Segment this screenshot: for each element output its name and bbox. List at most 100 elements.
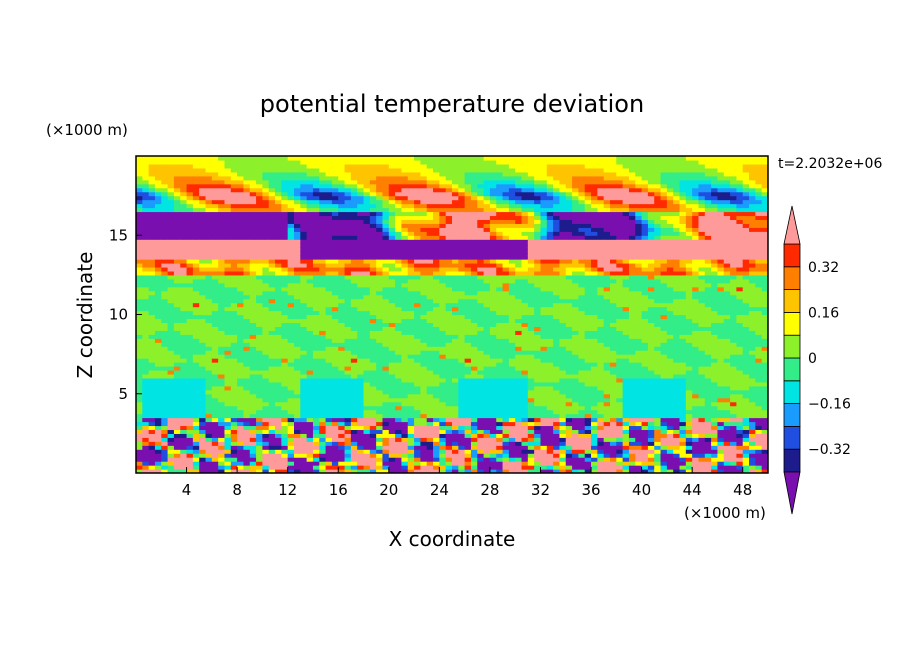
contour-cell	[508, 203, 516, 209]
contour-cell	[167, 270, 175, 276]
contour-cell	[464, 223, 472, 228]
contour-cell	[211, 302, 219, 308]
contour-cell	[249, 429, 257, 434]
contour-cell	[199, 429, 207, 434]
contour-cell	[294, 243, 301, 248]
contour-cell	[477, 199, 485, 205]
contour-cell	[496, 199, 504, 205]
contour-cell	[262, 219, 270, 224]
contour-cell	[496, 409, 504, 415]
contour-cell	[294, 306, 301, 312]
contour-cell	[148, 421, 156, 427]
contour-cell	[382, 322, 390, 327]
contour-cell	[312, 239, 320, 244]
contour-cell	[382, 334, 390, 339]
contour-cell	[262, 433, 270, 438]
contour-cell	[344, 215, 352, 220]
contour-cell	[357, 401, 365, 407]
contour-cell	[136, 433, 143, 438]
contour-cell	[148, 314, 156, 320]
contour-cell	[154, 397, 162, 403]
contour-cell	[325, 453, 333, 458]
contour-cell	[199, 449, 207, 454]
contour-cell	[439, 266, 447, 272]
contour-cell	[136, 247, 143, 252]
contour-cell	[192, 156, 200, 161]
contour-cell	[458, 290, 466, 296]
contour-cell	[502, 191, 510, 197]
contour-cell	[426, 433, 434, 438]
contour-cell	[148, 243, 156, 248]
contour-cell	[433, 171, 440, 177]
contour-cell	[344, 334, 352, 339]
contour-cell	[464, 358, 472, 363]
contour-cell	[388, 433, 396, 438]
contour-cell	[224, 227, 232, 232]
contour-cell	[357, 247, 365, 252]
contour-cell	[414, 266, 421, 272]
contour-cell	[325, 425, 333, 431]
contour-cell	[275, 270, 282, 276]
contour-cell	[136, 183, 143, 189]
contour-cell	[420, 338, 428, 343]
contour-cell	[350, 251, 358, 256]
contour-cell	[433, 366, 440, 371]
contour-cell	[433, 262, 440, 268]
contour-cell	[136, 469, 143, 473]
contour-cell	[281, 330, 289, 335]
contour-cell	[521, 239, 529, 244]
contour-cell	[230, 385, 238, 391]
contour-cell	[496, 369, 504, 375]
contour-cell	[433, 417, 440, 423]
contour-cell	[148, 187, 156, 193]
contour-cell	[439, 373, 447, 379]
contour-cell	[388, 350, 396, 355]
contour-cell	[489, 338, 497, 343]
contour-cell	[414, 259, 421, 264]
contour-cell	[281, 219, 289, 224]
contour-cell	[237, 350, 245, 355]
contour-cell	[445, 310, 453, 316]
contour-cell	[496, 449, 504, 454]
contour-cell	[148, 417, 156, 423]
contour-cell	[281, 377, 289, 383]
contour-cell	[363, 270, 371, 276]
contour-cell	[521, 219, 529, 224]
contour-cell	[458, 346, 466, 351]
contour-cell	[256, 270, 263, 276]
contour-cell	[388, 330, 396, 335]
contour-cell	[388, 441, 396, 446]
contour-cell	[464, 286, 472, 292]
contour-cell	[237, 175, 245, 181]
contour-cell	[496, 175, 504, 181]
contour-cell	[148, 461, 156, 466]
contour-cell	[306, 262, 314, 268]
contour-cell	[338, 195, 346, 201]
contour-cell	[142, 338, 150, 343]
contour-cell	[357, 262, 365, 268]
contour-cell	[515, 433, 523, 438]
contour-cell	[414, 326, 421, 331]
contour-cell	[148, 211, 156, 217]
contour-cell	[344, 385, 352, 391]
contour-cell	[319, 449, 327, 454]
contour-cell	[331, 326, 339, 331]
contour-cell	[489, 167, 497, 173]
contour-cell	[407, 457, 415, 462]
contour-cell	[243, 191, 251, 197]
contour-cell	[281, 156, 289, 161]
contour-cell	[407, 239, 415, 244]
contour-cell	[325, 358, 333, 363]
contour-cell	[331, 278, 339, 284]
contour-cell	[287, 314, 295, 320]
contour-cell	[382, 373, 390, 379]
contour-cell	[458, 302, 466, 308]
contour-cell	[445, 183, 453, 189]
contour-cell	[388, 385, 396, 391]
contour-cell	[452, 453, 459, 458]
contour-cell	[483, 219, 491, 224]
contour-cell	[319, 195, 327, 201]
contour-cell	[237, 330, 245, 335]
contour-cell	[470, 373, 478, 379]
contour-cell	[344, 318, 352, 324]
